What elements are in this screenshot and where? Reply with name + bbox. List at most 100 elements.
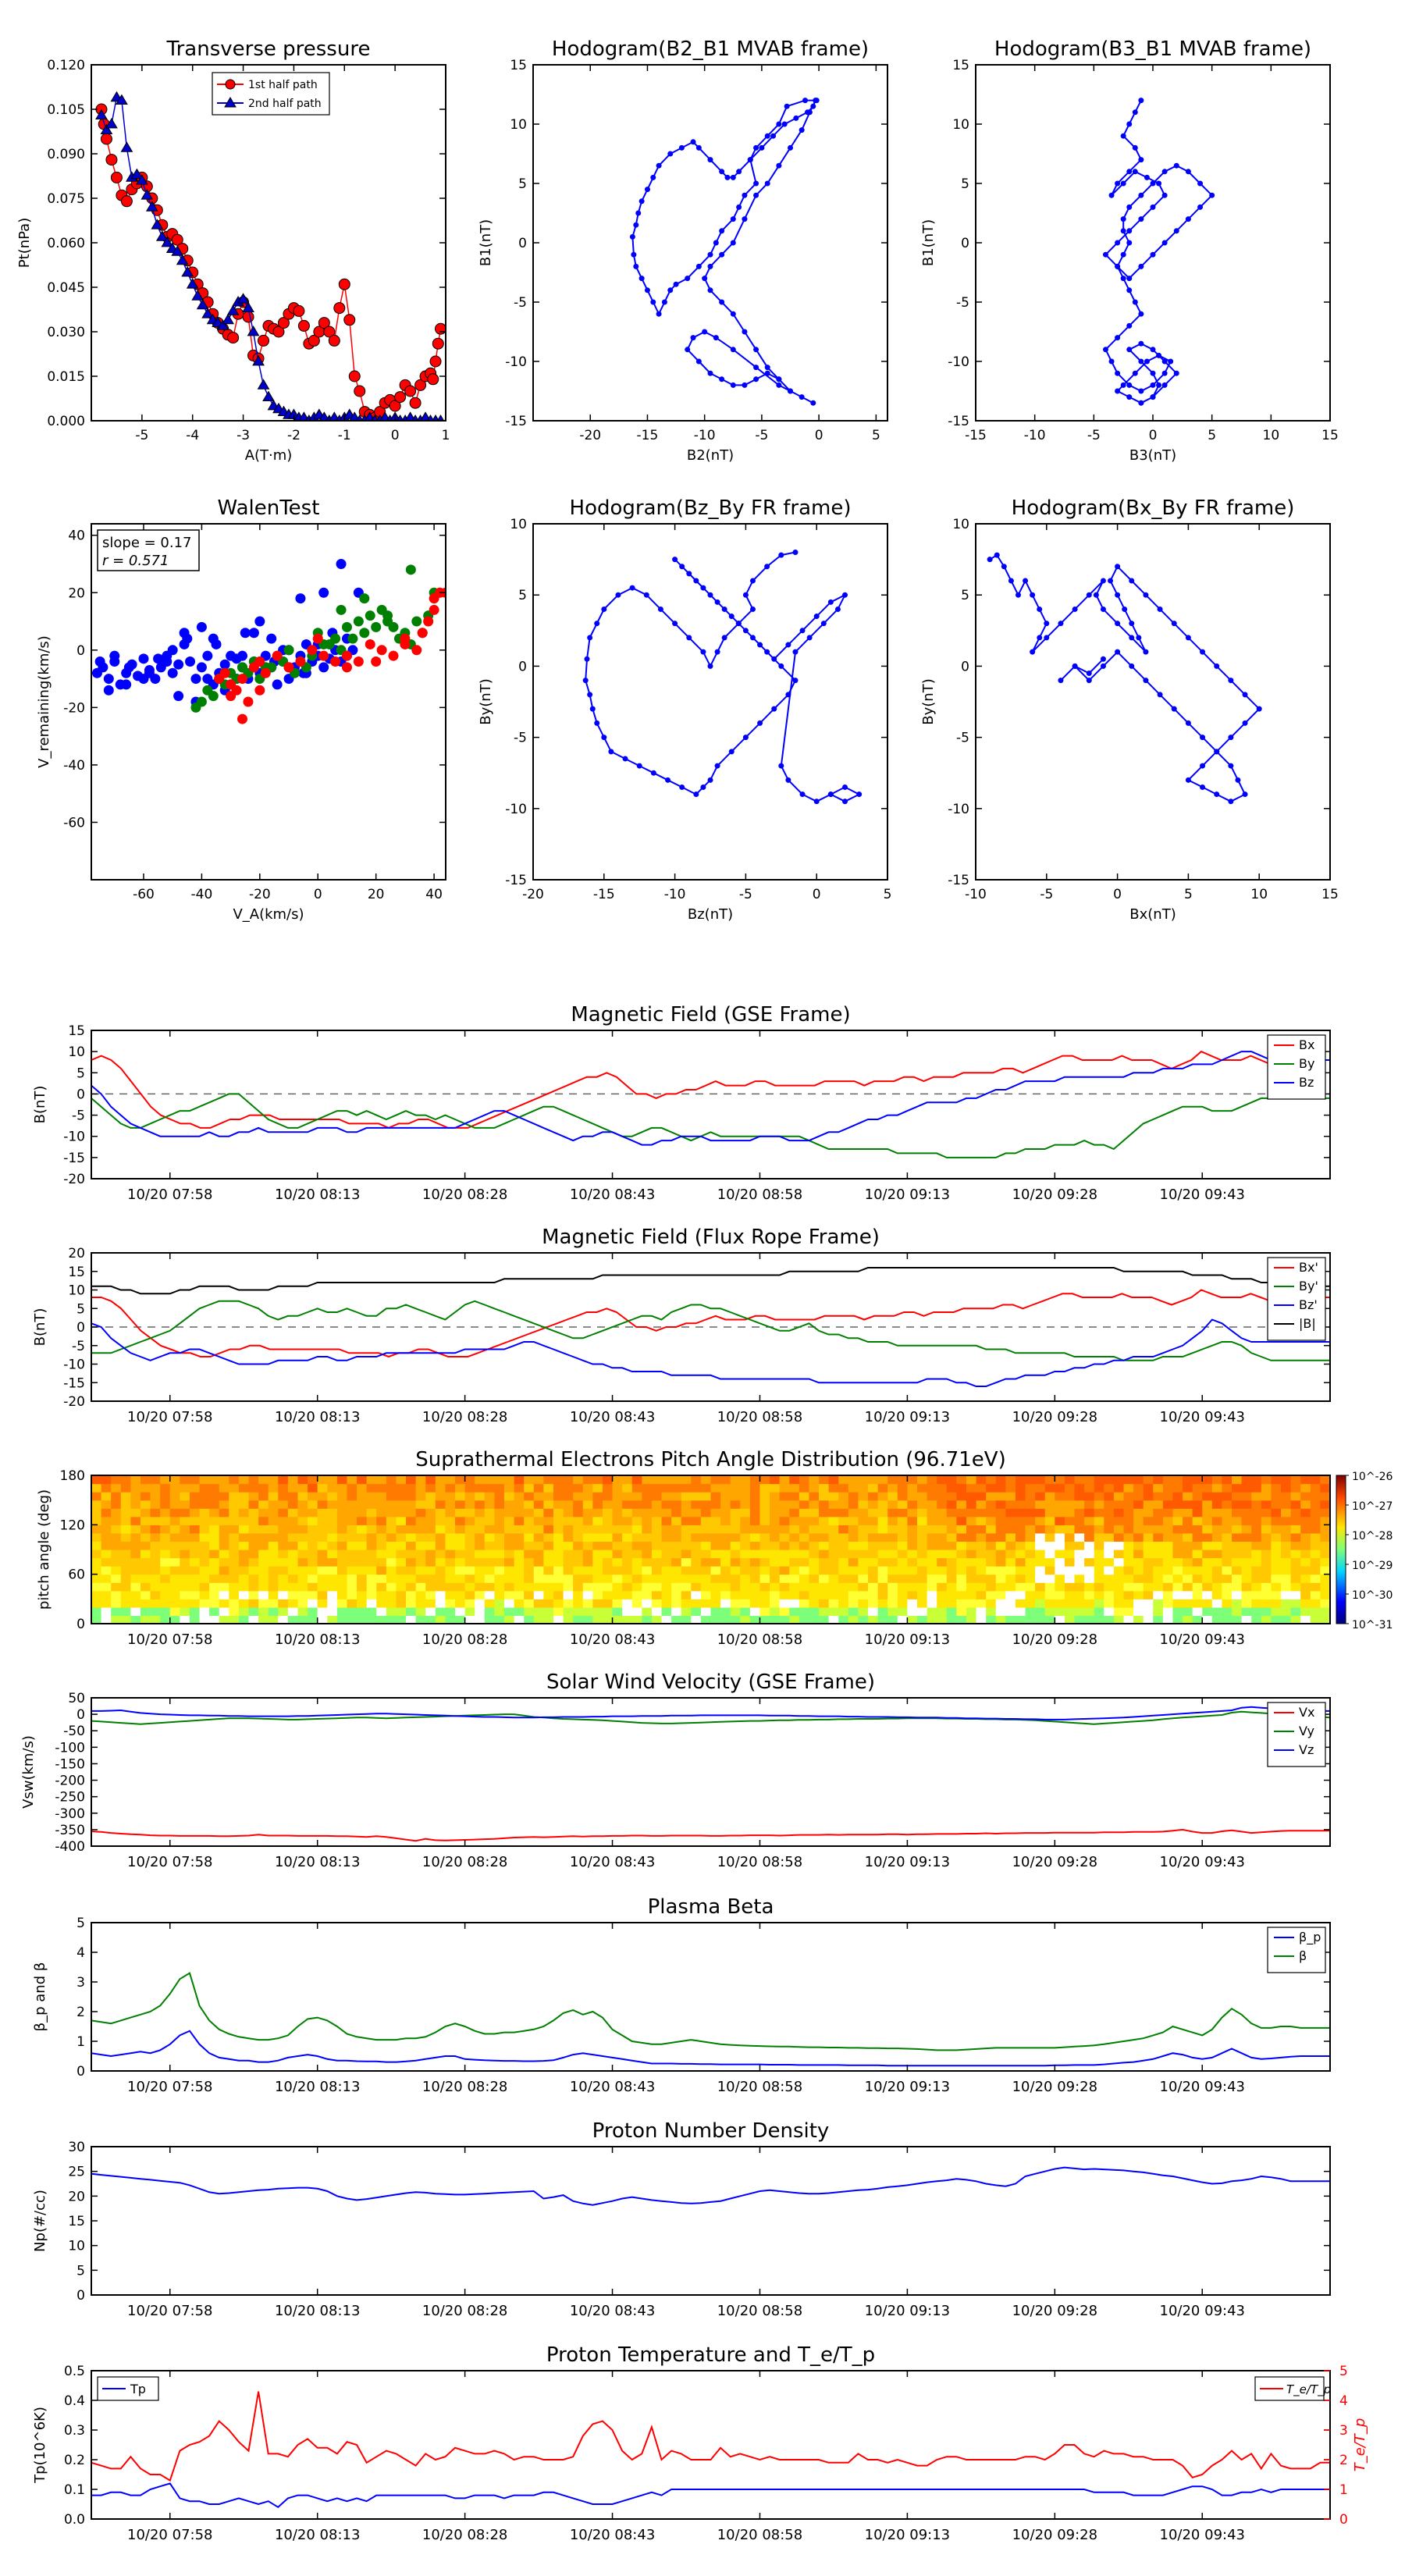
heatmap-cell — [661, 1615, 672, 1624]
heatmap-cell — [1025, 1599, 1036, 1608]
data-point — [420, 411, 431, 421]
heatmap-cell — [848, 1590, 859, 1599]
heatmap-cell — [475, 1599, 486, 1608]
heatmap-cell — [877, 1475, 888, 1485]
heatmap-cell — [927, 1516, 937, 1525]
heatmap-cell — [1094, 1557, 1104, 1567]
heatmap-cell — [1232, 1599, 1243, 1608]
y-tick-label: -150 — [55, 1756, 85, 1772]
x-tick-label: 0 — [391, 428, 400, 443]
heatmap-cell — [1192, 1500, 1203, 1509]
series-line — [91, 1710, 1330, 1725]
heatmap-cell — [553, 1590, 564, 1599]
data-point — [1138, 98, 1144, 104]
heatmap-cell — [946, 1508, 957, 1517]
heatmap-cell — [1025, 1483, 1036, 1493]
heatmap-cell — [828, 1475, 839, 1485]
data-point — [1143, 678, 1149, 684]
heatmap-cell — [524, 1599, 535, 1608]
data-point — [371, 656, 382, 667]
heatmap-cell — [671, 1508, 682, 1517]
heatmap-cell — [1211, 1492, 1223, 1501]
heatmap-cell — [1133, 1532, 1144, 1542]
heatmap-cell — [995, 1508, 1006, 1517]
heatmap-cell — [661, 1500, 672, 1509]
heatmap-cell — [799, 1525, 810, 1534]
heatmap-cell — [455, 1574, 466, 1583]
heatmap-cell — [681, 1574, 692, 1583]
heatmap-cell — [1123, 1557, 1134, 1567]
data-point — [1126, 287, 1133, 294]
data-point — [1256, 706, 1262, 712]
heatmap-cell — [357, 1574, 368, 1583]
heatmap-cell — [445, 1574, 456, 1583]
heatmap-cell — [770, 1525, 781, 1534]
heatmap-cell — [1084, 1582, 1095, 1592]
heatmap-cell — [976, 1532, 987, 1542]
heatmap-cell — [897, 1574, 909, 1583]
data-point — [842, 592, 848, 598]
data-point — [650, 770, 656, 776]
heatmap-cell — [120, 1508, 131, 1517]
heatmap-cell — [819, 1483, 830, 1493]
heatmap-cell — [681, 1566, 692, 1575]
data-point — [842, 784, 848, 790]
heatmap-cell — [986, 1606, 997, 1617]
heatmap-cell — [396, 1508, 407, 1517]
heatmap-cell — [1025, 1516, 1036, 1525]
heatmap-cell — [1300, 1532, 1311, 1542]
heatmap-cell — [1241, 1483, 1252, 1493]
heatmap-cell — [749, 1508, 761, 1517]
heatmap-cell — [838, 1500, 849, 1509]
heatmap-cell — [357, 1541, 368, 1550]
data-point — [1161, 358, 1168, 365]
heatmap-cell — [111, 1525, 122, 1534]
heatmap-cell — [1025, 1541, 1036, 1550]
heatmap-cell — [111, 1606, 122, 1617]
heatmap-cell — [779, 1525, 790, 1534]
heatmap-cell — [494, 1475, 505, 1485]
heatmap-cell — [494, 1483, 505, 1493]
heatmap-cell — [455, 1541, 466, 1550]
heatmap-cell — [1183, 1492, 1193, 1501]
x-tick-label: 10/20 08:58 — [717, 2303, 802, 2319]
data-point — [793, 115, 799, 121]
heatmap-cell — [1183, 1475, 1193, 1485]
heatmap-cell — [661, 1550, 672, 1559]
heatmap-cell — [1290, 1500, 1301, 1509]
heatmap-cell — [169, 1582, 180, 1592]
heatmap-cell — [91, 1532, 102, 1542]
heatmap-cell — [1172, 1615, 1183, 1624]
heatmap-cell — [455, 1599, 466, 1608]
data-point — [1093, 592, 1099, 598]
heatmap-cell — [631, 1566, 642, 1575]
annotation-box — [97, 529, 200, 571]
heatmap-cell — [1015, 1532, 1026, 1542]
heatmap-cell — [219, 1541, 229, 1550]
data-point — [799, 394, 805, 400]
heatmap-cell — [347, 1532, 357, 1542]
heatmap-cell — [1044, 1532, 1055, 1542]
heatmap-cell — [140, 1541, 151, 1550]
heatmap-cell — [917, 1532, 928, 1542]
heatmap-cell — [120, 1492, 131, 1501]
heatmap-cell — [1281, 1599, 1292, 1608]
heatmap-cell — [1183, 1574, 1193, 1583]
heatmap-cell — [101, 1532, 112, 1542]
heatmap-cell — [484, 1475, 496, 1485]
heatmap-cell — [1084, 1516, 1095, 1525]
heatmap-cell — [209, 1508, 220, 1517]
heatmap-cell — [819, 1541, 830, 1550]
heatmap-cell — [877, 1574, 888, 1583]
x-tick-label: 0 — [1113, 887, 1122, 902]
heatmap-cell — [327, 1500, 338, 1509]
data-point — [810, 400, 816, 406]
data-point — [1102, 251, 1108, 258]
heatmap-cell — [681, 1475, 692, 1485]
heatmap-cell — [140, 1500, 151, 1509]
heatmap-cell — [740, 1557, 751, 1567]
heatmap-cell — [1143, 1500, 1154, 1509]
data-point — [258, 334, 270, 347]
heatmap-cell — [691, 1599, 702, 1608]
heatmap-cell — [858, 1566, 869, 1575]
